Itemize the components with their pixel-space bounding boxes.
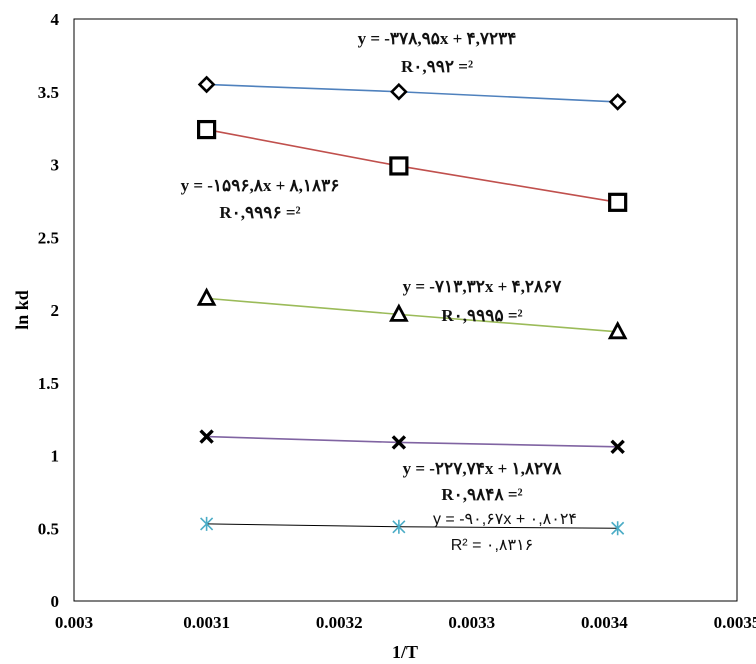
trendline-equation: y = -۱۵۹۶,۸x + ۸,۱۸۳۶	[181, 176, 340, 195]
x-axis-title: 1/T	[392, 642, 418, 662]
triangle-marker	[607, 320, 628, 340]
x-tick-label: 0.0035	[714, 613, 756, 632]
x-tick-label: 0.003	[55, 613, 93, 632]
diamond-marker	[608, 93, 627, 111]
plot-area	[73, 18, 738, 602]
r-squared-label: R۰,۹۹۹۵ =²	[441, 306, 522, 325]
y-tick-label: 0.5	[38, 519, 59, 538]
triangle-marker	[389, 303, 409, 322]
trendline-triangle	[206, 297, 618, 333]
trendline-equation: y = -۳۷۸,۹۵x + ۴,۷۲۳۴	[358, 29, 517, 48]
r-squared-label: R² = ۰,۸۳۱۶	[451, 537, 534, 554]
x-tick-label: 0.0031	[183, 613, 230, 632]
square-marker	[197, 119, 217, 140]
y-tick-label: 2.5	[38, 228, 59, 247]
x-tick-label: 0.0032	[316, 613, 363, 632]
star-marker	[200, 516, 214, 531]
star-marker	[611, 521, 625, 536]
diamond-marker	[390, 82, 408, 101]
x-tick-label: 0.0034	[581, 613, 628, 632]
x-marker	[199, 429, 214, 444]
r-squared-label: R۰,۹۹۹۶ =²	[219, 203, 300, 222]
y-tick-label: 1	[51, 447, 60, 466]
r-squared-label: R۰,۹۹۲ =²	[401, 57, 473, 76]
trendline-x	[206, 435, 618, 448]
r-squared-label: R۰,۹۸۴۸ =²	[441, 485, 522, 504]
x-marker	[610, 439, 625, 454]
diamond-marker	[197, 75, 216, 94]
x-marker	[391, 435, 407, 450]
y-axis-title: ln kd	[12, 290, 32, 330]
y-tick-label: 3.5	[38, 83, 59, 102]
y-tick-label: 3	[51, 156, 60, 175]
square-marker	[608, 192, 628, 212]
trendline-equation: y = -۲۲۷,۷۴x + ۱,۸۲۷۸	[403, 459, 563, 478]
trendline-diamond	[206, 83, 618, 103]
y-tick-label: 4	[51, 10, 60, 29]
star-marker	[392, 519, 406, 534]
y-tick-label: 0	[51, 592, 60, 611]
x-tick-label: 0.0033	[448, 613, 495, 632]
trendline-equation: y = -۹۰,۶۷x + ۰,۸۰۲۴	[433, 511, 577, 528]
y-tick-label: 1.5	[38, 374, 59, 393]
trendline-equation: y = -۷۱۳,۳۲x + ۴,۲۸۶۷	[403, 277, 563, 296]
triangle-marker	[196, 287, 217, 306]
square-marker	[389, 156, 409, 176]
y-tick-label: 2	[51, 301, 60, 320]
